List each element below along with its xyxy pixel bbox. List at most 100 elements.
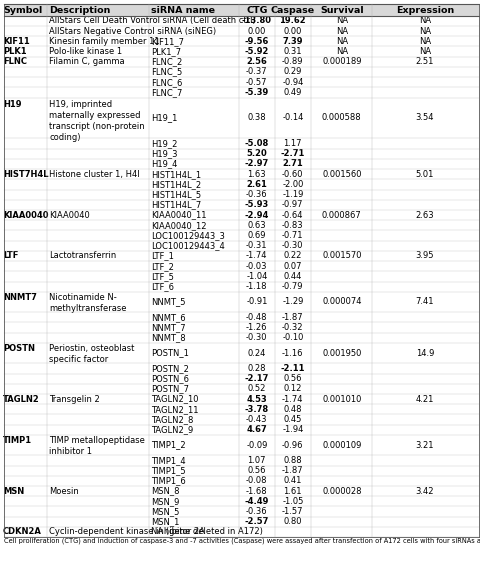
Text: LOC100129443_4: LOC100129443_4	[151, 241, 225, 250]
Text: PLK1: PLK1	[3, 47, 26, 56]
Text: -0.89: -0.89	[282, 57, 303, 66]
Text: -0.03: -0.03	[246, 262, 267, 271]
Text: Periostin, osteoblast
specific factor: Periostin, osteoblast specific factor	[49, 344, 135, 364]
Bar	[4, 159, 479, 169]
Text: 0.000867: 0.000867	[322, 211, 361, 220]
Text: TIMP1_5: TIMP1_5	[151, 466, 186, 475]
Text: 7.41: 7.41	[416, 297, 434, 306]
Bar	[4, 435, 479, 455]
Bar	[4, 169, 479, 179]
Text: MSN_8: MSN_8	[151, 487, 180, 496]
Text: -0.94: -0.94	[282, 78, 303, 87]
Bar	[4, 26, 479, 36]
Text: Histone cluster 1, H4l: Histone cluster 1, H4l	[49, 170, 140, 179]
Text: TAGLN2_9: TAGLN2_9	[151, 425, 193, 434]
Text: 0.000109: 0.000109	[322, 441, 361, 450]
Text: TIMP1_4: TIMP1_4	[151, 456, 186, 465]
Text: 0.22: 0.22	[284, 251, 302, 260]
Bar	[4, 77, 479, 87]
Text: 0.07: 0.07	[284, 262, 302, 271]
Text: LTF: LTF	[3, 251, 18, 260]
Bar	[4, 220, 479, 230]
Text: 0.28: 0.28	[248, 364, 266, 373]
Text: 19.62: 19.62	[279, 16, 306, 25]
Bar	[4, 394, 479, 404]
Text: NA: NA	[336, 47, 348, 56]
Text: HIST1H4L_2: HIST1H4L_2	[151, 180, 201, 189]
Text: -0.79: -0.79	[282, 282, 303, 291]
Text: TAGLN2_11: TAGLN2_11	[151, 405, 199, 414]
Text: -9.56: -9.56	[245, 37, 269, 46]
Text: 1.07: 1.07	[248, 456, 266, 465]
Text: Caspase: Caspase	[271, 6, 315, 15]
Text: NNMT7: NNMT7	[3, 293, 37, 302]
Text: FLNC: FLNC	[3, 57, 27, 66]
Text: FLNC_7: FLNC_7	[151, 88, 182, 97]
Text: 0.24: 0.24	[248, 348, 266, 357]
Text: 2.63: 2.63	[416, 211, 434, 220]
Text: FLNC_6: FLNC_6	[151, 78, 182, 87]
Text: H19_2: H19_2	[151, 139, 178, 148]
Text: -0.48: -0.48	[246, 313, 267, 322]
Text: NNMT_8: NNMT_8	[151, 333, 186, 342]
Text: -1.18: -1.18	[246, 282, 267, 291]
Text: -0.97: -0.97	[282, 200, 303, 210]
Text: 0.38: 0.38	[248, 114, 266, 123]
Text: Nicotinamide N-
methyltransferase: Nicotinamide N- methyltransferase	[49, 293, 127, 313]
Text: -0.08: -0.08	[246, 477, 267, 486]
Text: 0.000028: 0.000028	[322, 487, 361, 496]
Bar	[4, 312, 479, 323]
Text: -2.57: -2.57	[245, 517, 269, 526]
Text: 0.48: 0.48	[284, 405, 302, 414]
Text: 0.56: 0.56	[248, 466, 266, 475]
Text: -5.92: -5.92	[245, 47, 269, 56]
Text: -0.30: -0.30	[282, 241, 303, 250]
Text: TIMP1_2: TIMP1_2	[151, 441, 186, 450]
Text: KIF11: KIF11	[3, 37, 30, 46]
Bar	[4, 179, 479, 189]
Text: -0.64: -0.64	[282, 211, 303, 220]
Bar	[4, 16, 479, 26]
Text: H19_3: H19_3	[151, 149, 178, 158]
Text: -1.74: -1.74	[282, 395, 303, 404]
Text: POSTN_2: POSTN_2	[151, 364, 189, 373]
Text: 3.54: 3.54	[416, 114, 434, 123]
Text: 0.00: 0.00	[284, 26, 302, 35]
Bar	[4, 414, 479, 425]
Text: 0.001950: 0.001950	[322, 348, 361, 357]
Text: -0.31: -0.31	[246, 241, 267, 250]
Text: -2.17: -2.17	[245, 374, 269, 383]
Bar	[4, 241, 479, 251]
Text: TAGLN2_8: TAGLN2_8	[151, 415, 193, 424]
Bar	[4, 230, 479, 241]
Bar	[4, 496, 479, 506]
Text: MSN_5: MSN_5	[151, 507, 180, 516]
Text: HIST1H4L_5: HIST1H4L_5	[151, 190, 201, 199]
Bar	[4, 404, 479, 414]
Text: NA: NA	[336, 26, 348, 35]
Bar	[4, 47, 479, 57]
Text: -1.16: -1.16	[282, 348, 303, 357]
Text: 0.45: 0.45	[284, 415, 302, 424]
Text: KIAA0040: KIAA0040	[49, 211, 90, 220]
Text: -1.94: -1.94	[282, 425, 303, 434]
Text: -0.96: -0.96	[282, 441, 303, 450]
Text: H19: H19	[3, 99, 22, 108]
Text: 0.49: 0.49	[284, 88, 302, 97]
Text: Filamin C, gamma: Filamin C, gamma	[49, 57, 125, 66]
Text: -0.43: -0.43	[246, 415, 267, 424]
Text: FLNC_2: FLNC_2	[151, 57, 182, 66]
Text: -2.71: -2.71	[281, 149, 305, 158]
Text: NA: NA	[336, 37, 348, 46]
Bar	[4, 251, 479, 261]
Text: LTF_5: LTF_5	[151, 272, 174, 281]
Text: 3.42: 3.42	[416, 487, 434, 496]
Text: TIMP1_6: TIMP1_6	[151, 477, 186, 486]
Text: POSTN_6: POSTN_6	[151, 374, 189, 383]
Text: -13.80: -13.80	[242, 16, 272, 25]
Text: NNMT_6: NNMT_6	[151, 313, 186, 322]
Text: -1.19: -1.19	[282, 190, 303, 199]
Text: -1.87: -1.87	[282, 466, 304, 475]
Text: PLK1_7: PLK1_7	[151, 47, 181, 56]
Text: TIMP1: TIMP1	[3, 436, 32, 445]
